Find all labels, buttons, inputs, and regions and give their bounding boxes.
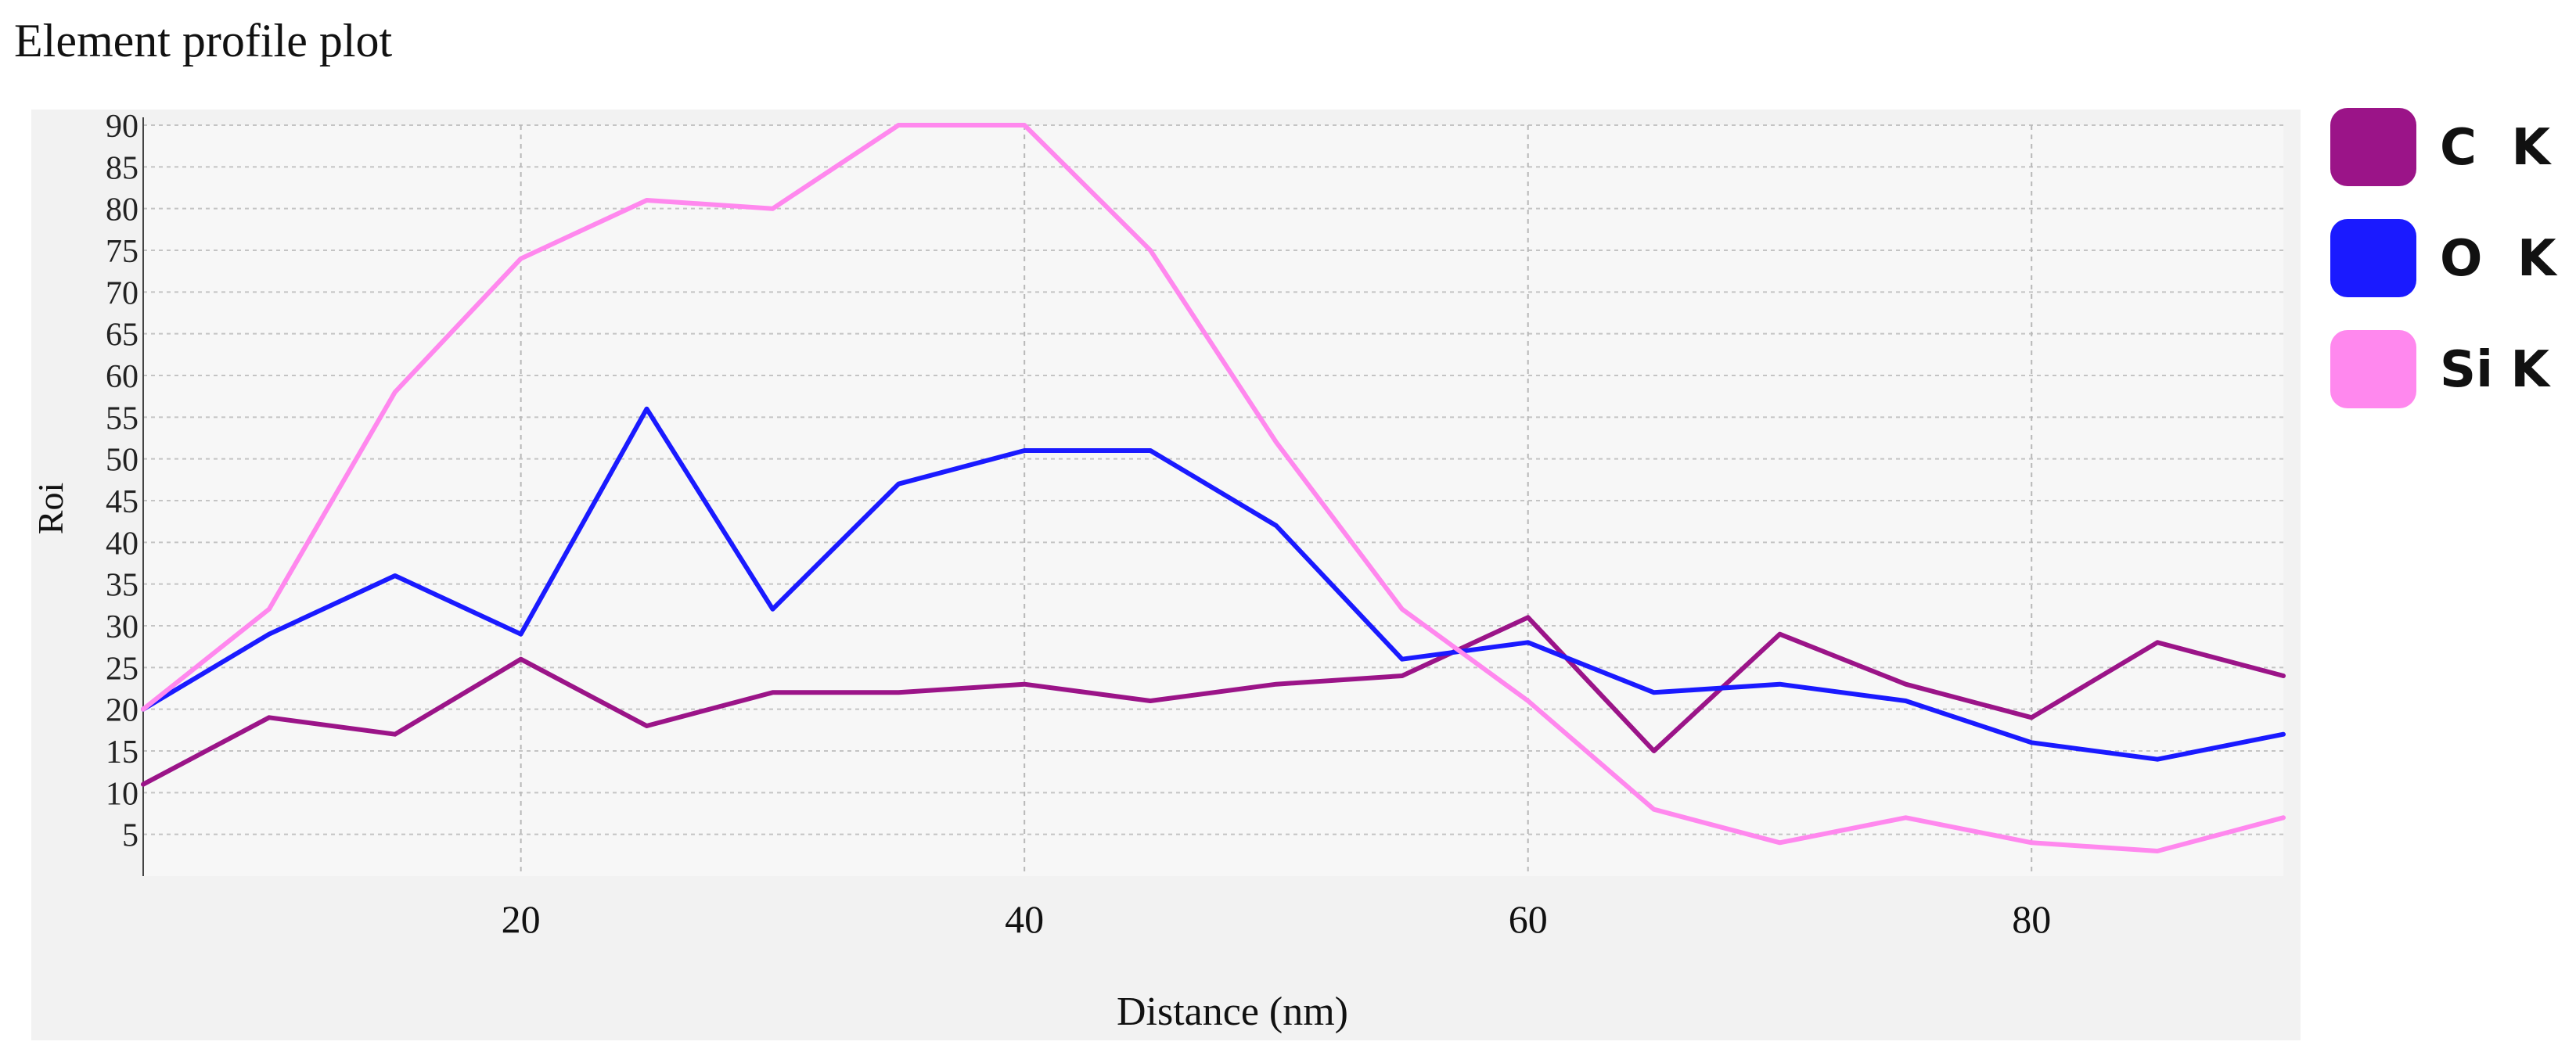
x-tick-label: 60 [1509,897,1548,941]
y-tick-label: 70 [106,275,139,311]
x-tick-label: 80 [2012,897,2051,941]
y-tick-label: 20 [106,693,139,729]
y-tick-label: 35 [106,568,139,604]
y-tick-label: 85 [106,150,139,186]
chart-title: Element profile plot [14,15,393,66]
y-tick-label: 40 [106,526,139,562]
legend-swatch [2330,330,2416,408]
legend-label: Si K [2440,341,2551,399]
grid-layer [143,124,2283,876]
y-tick-label: 65 [106,318,139,354]
y-tick-label: 15 [106,735,139,770]
x-axis-label: Distance (nm) [1117,990,1348,1034]
y-tick-label: 55 [106,400,139,436]
x-tick-label: 20 [502,897,541,941]
series-line-3 [141,123,2286,853]
y-tick-label: 10 [106,776,139,812]
legend-label: O K [2440,230,2558,288]
y-tick-label: 80 [106,192,139,228]
axis-layer: 5 10 15 20 25 30 35 40 45 50 55 60 65 70 75 80 85 90 20 40 6… [106,109,2051,941]
y-tick-label: 45 [106,484,139,520]
y-tick-label: 30 [106,609,139,645]
y-tick-label: 60 [106,359,139,395]
series-line-2 [141,406,2286,762]
y-tick-label: 75 [106,234,139,270]
legend-swatch [2330,108,2416,186]
series-line-1 [141,615,2286,787]
series-layer [141,123,2286,853]
y-tick-label: 50 [106,443,139,479]
y-axis-label: Roi [31,483,70,534]
plot-area [143,125,2283,876]
y-tick-label: 90 [106,109,139,145]
legend-swatch [2330,219,2416,297]
legend-label: C K [2440,119,2553,177]
x-tick-label: 40 [1005,897,1044,941]
y-tick-label: 25 [106,651,139,687]
legend: C K O K Si K [2330,108,2558,408]
y-tick-label: 5 [122,818,139,854]
